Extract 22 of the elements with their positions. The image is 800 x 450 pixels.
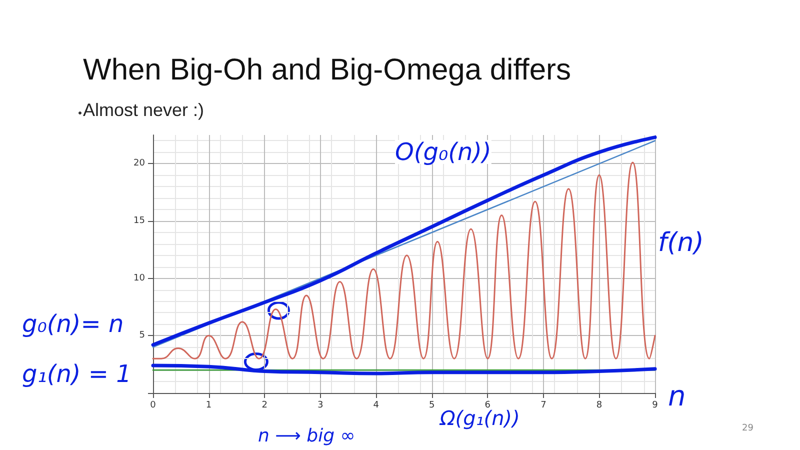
x-tick-label: 5 <box>429 400 435 410</box>
y-tick-label: 5 <box>139 330 145 341</box>
text: n <box>668 380 686 412</box>
chart-title: When Big-Oh and Big-Omega differs <box>83 54 572 86</box>
x-tick-label: 2 <box>262 400 268 410</box>
x-tick-label: 9 <box>652 400 658 410</box>
text: n ⟶ big ∞ <box>258 426 356 446</box>
x-tick-label: 0 <box>150 400 156 410</box>
x-tick-label: 4 <box>373 400 380 410</box>
text: g₀(n)= n <box>22 310 124 338</box>
x-tick-label: 8 <box>596 400 602 410</box>
y-tick-label: 15 <box>134 216 145 226</box>
x-tick-label: 7 <box>540 400 546 410</box>
text: f(n) <box>658 228 704 258</box>
y-tick-label: 10 <box>134 273 146 284</box>
y-tick-label: 20 <box>134 158 146 169</box>
chart-subtitle: Almost never :) <box>83 100 204 120</box>
text: g₁(n) = 1 <box>22 360 132 388</box>
x-tick-label: 1 <box>206 400 212 410</box>
annotation: O(g₀(n)) <box>395 138 492 166</box>
text: 29 <box>742 424 754 434</box>
x-tick-label: 3 <box>317 400 324 410</box>
